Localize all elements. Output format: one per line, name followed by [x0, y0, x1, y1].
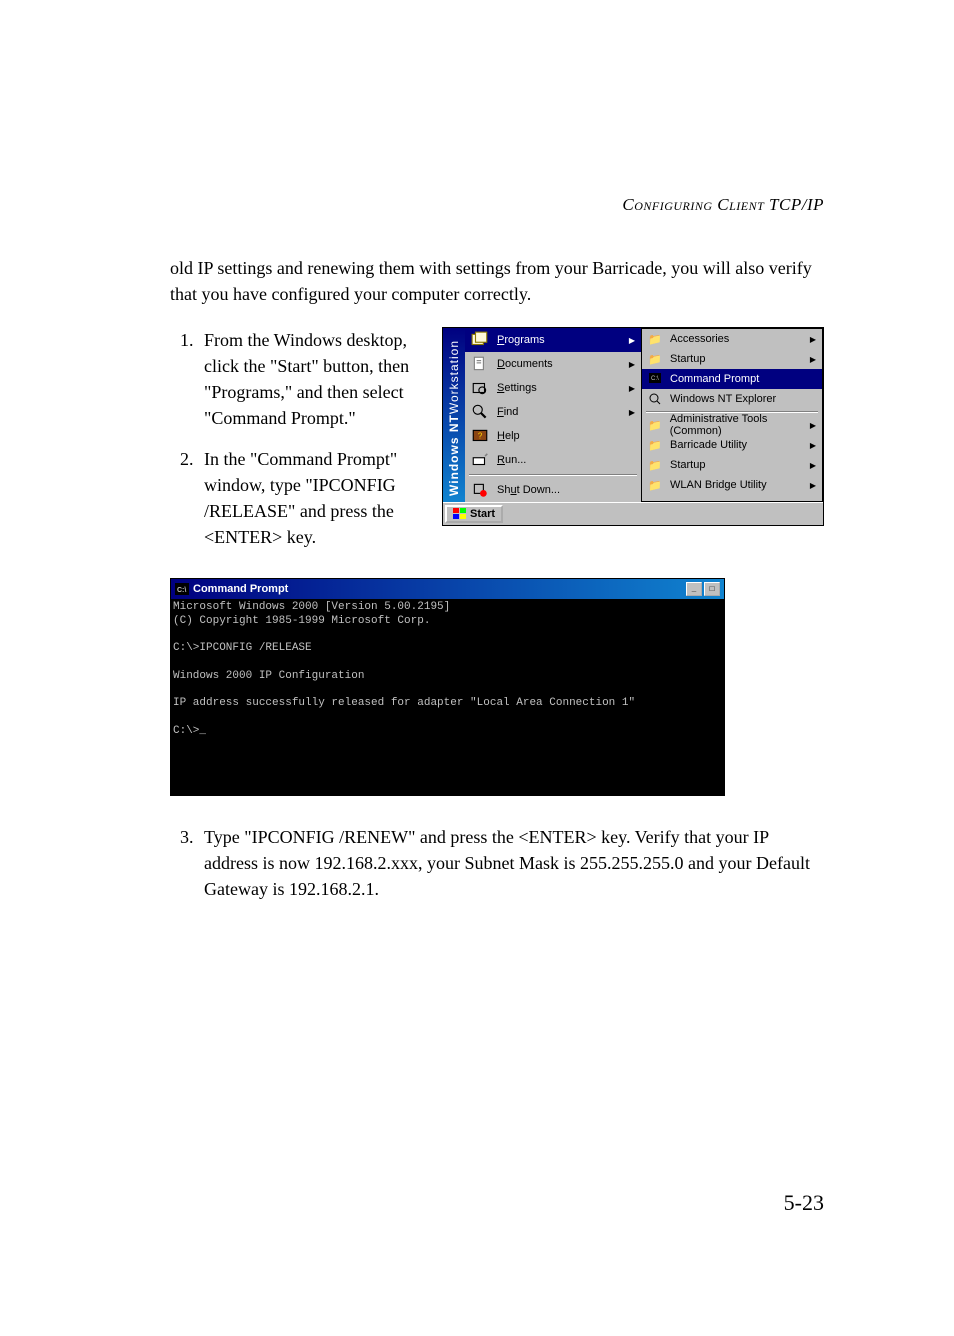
chevron-right-icon: ▶ — [810, 421, 816, 430]
explorer-icon — [648, 392, 662, 406]
folder-icon: 📁 — [648, 352, 662, 366]
taskbar: Start — [443, 502, 823, 525]
chevron-right-icon: ▶ — [810, 481, 816, 490]
submenu-item-admintools[interactable]: 📁 Administrative Tools (Common) ▶ — [642, 415, 822, 435]
chevron-right-icon: ▶ — [629, 384, 635, 393]
menu-label: Settings — [497, 382, 537, 394]
submenu-item-accessories[interactable]: 📁 Accessories ▶ — [642, 329, 822, 349]
command-prompt-screenshot: C:\ Command Prompt _ □ Microsoft Windows… — [170, 578, 725, 796]
minimize-button[interactable]: _ — [686, 582, 702, 596]
chevron-right-icon: ▶ — [629, 360, 635, 369]
menu-item-programs[interactable]: Programs ▶ — [465, 328, 641, 352]
start-menu-stripe: Windows NTWorkstation — [443, 328, 465, 502]
cmd-titlebar: C:\ Command Prompt _ □ — [171, 579, 724, 599]
cmd-body: Microsoft Windows 2000 [Version 5.00.219… — [171, 599, 724, 795]
cmd-icon: C:\ — [648, 372, 662, 386]
menu-label: Programs — [497, 334, 545, 346]
step-3: Type "IPCONFIG /RENEW" and press the <EN… — [198, 824, 824, 902]
menu-label: Command Prompt — [670, 373, 759, 385]
folder-icon: 📁 — [648, 418, 662, 432]
step-2: In the "Command Prompt" window, type "IP… — [198, 446, 424, 550]
folder-icon: 📁 — [648, 478, 662, 492]
divider — [469, 474, 637, 476]
menu-item-settings[interactable]: Settings ▶ — [465, 376, 641, 400]
page-number: 5-23 — [784, 1190, 824, 1216]
svg-text:C:\: C:\ — [651, 376, 659, 382]
cmd-title-text: Command Prompt — [193, 583, 288, 595]
maximize-button[interactable]: □ — [704, 582, 720, 596]
menu-item-shutdown[interactable]: Shut Down... — [465, 478, 641, 502]
chevron-right-icon: ▶ — [810, 461, 816, 470]
submenu-item-barricade[interactable]: 📁 Barricade Utility ▶ — [642, 435, 822, 455]
cmd-titlebar-icon: C:\ — [175, 583, 189, 595]
menu-item-find[interactable]: Find ▶ — [465, 400, 641, 424]
chevron-right-icon: ▶ — [810, 441, 816, 450]
menu-label: Documents — [497, 358, 553, 370]
menu-label: Shut Down... — [497, 484, 560, 496]
settings-icon — [471, 379, 489, 397]
help-icon: ? — [471, 427, 489, 445]
folder-icon: 📁 — [648, 332, 662, 346]
submenu-item-startup[interactable]: 📁 Startup ▶ — [642, 349, 822, 369]
running-header: Configuring Client TCP/IP — [622, 195, 824, 215]
menu-label: Windows NT Explorer — [670, 393, 776, 405]
programs-icon — [471, 331, 489, 349]
start-button[interactable]: Start — [445, 505, 503, 523]
windows-flag-icon — [453, 508, 467, 520]
menu-label: Barricade Utility — [670, 439, 747, 451]
shutdown-icon — [471, 481, 489, 499]
menu-label: Run... — [497, 454, 526, 466]
start-menu-screenshot: Windows NTWorkstation Programs ▶ — [442, 327, 824, 526]
step-1: From the Windows desktop, click the "Sta… — [198, 327, 424, 431]
menu-label: Help — [497, 430, 520, 442]
documents-icon — [471, 355, 489, 373]
menu-item-documents[interactable]: Documents ▶ — [465, 352, 641, 376]
chevron-right-icon: ▶ — [629, 408, 635, 417]
menu-label: Find — [497, 406, 518, 418]
folder-icon: 📁 — [648, 458, 662, 472]
programs-submenu: 📁 Accessories ▶ 📁 Startup ▶ C:\ — [641, 328, 823, 502]
find-icon — [471, 403, 489, 421]
menu-label: Accessories — [670, 333, 729, 345]
menu-label: Administrative Tools (Common) — [670, 413, 802, 437]
chevron-right-icon: ▶ — [810, 335, 816, 344]
submenu-item-wlan[interactable]: 📁 WLAN Bridge Utility ▶ — [642, 475, 822, 495]
menu-label: Startup — [670, 353, 705, 365]
menu-item-help[interactable]: ? Help — [465, 424, 641, 448]
run-icon — [471, 451, 489, 469]
submenu-item-cmd[interactable]: C:\ Command Prompt — [642, 369, 822, 389]
svg-text:?: ? — [478, 431, 483, 440]
chevron-right-icon: ▶ — [629, 336, 635, 345]
menu-label: WLAN Bridge Utility — [670, 479, 767, 491]
submenu-item-explorer[interactable]: Windows NT Explorer — [642, 389, 822, 409]
menu-label: Startup — [670, 459, 705, 471]
folder-icon: 📁 — [648, 438, 662, 452]
chevron-right-icon: ▶ — [810, 355, 816, 364]
intro-paragraph: old IP settings and renewing them with s… — [170, 255, 824, 307]
svg-text:C:\: C:\ — [177, 587, 186, 594]
start-label: Start — [470, 508, 495, 520]
menu-item-run[interactable]: Run... — [465, 448, 641, 472]
submenu-item-startup2[interactable]: 📁 Startup ▶ — [642, 455, 822, 475]
